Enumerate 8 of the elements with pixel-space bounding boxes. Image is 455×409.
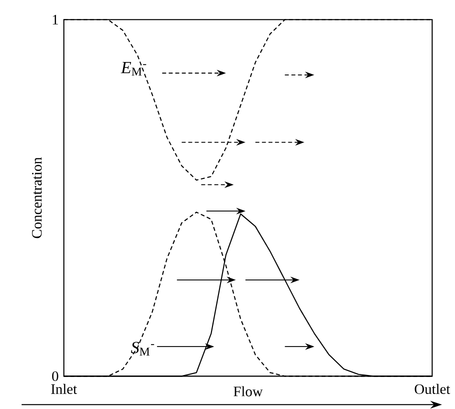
annotation: S$_{M}$- [131, 342, 154, 356]
y-axis-title: Concentration [32, 158, 42, 238]
x-tick-label: Outlet [414, 384, 450, 394]
y-tick-label: 0 [52, 372, 58, 382]
x-axis-title: Flow [234, 386, 263, 397]
annotation: E$_{M}$- [120, 62, 146, 76]
y-tick-label: 1 [52, 15, 58, 25]
x-tick-label: Inlet [51, 384, 77, 394]
